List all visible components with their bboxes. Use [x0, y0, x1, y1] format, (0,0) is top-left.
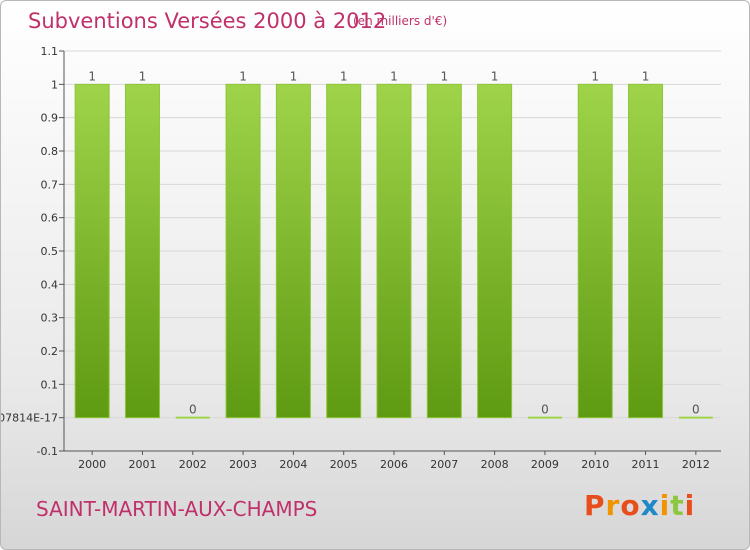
data-label: 1: [290, 69, 298, 83]
data-label: 1: [340, 69, 348, 83]
logo-letter: P: [584, 489, 606, 522]
x-tick-label: 2004: [279, 458, 307, 471]
bar: [326, 83, 362, 419]
data-label: 1: [88, 69, 96, 83]
y-tick-label: 0.3: [41, 312, 59, 325]
data-label: 1: [440, 69, 448, 83]
data-label: 1: [642, 69, 650, 83]
data-labels: 1 1 0 1 1 1 1 1 1 0 1 1 0: [88, 69, 699, 416]
bar: [426, 83, 462, 419]
x-tick-label: 2007: [430, 458, 458, 471]
y-tick-label: 0.2: [41, 345, 59, 358]
logo-letter: t: [670, 489, 685, 522]
y-tick-label: 0.7: [41, 178, 59, 191]
data-label: 0: [692, 403, 700, 417]
bar: [275, 83, 311, 419]
x-tick-label: 2003: [229, 458, 257, 471]
data-label: 1: [491, 69, 499, 83]
x-tick-label: 2005: [330, 458, 358, 471]
y-tick-label: 2.7755575615628907814E-17: [1, 412, 58, 425]
y-tick-label: 0.6: [41, 212, 59, 225]
x-tick-label: 2011: [632, 458, 660, 471]
x-tick-label: 2010: [581, 458, 609, 471]
commune-name: SAINT-MARTIN-AUX-CHAMPS: [36, 497, 318, 521]
y-tick-label: 1.1: [41, 45, 59, 58]
chart-title: Subventions Versées 2000 à 2012: [28, 9, 387, 33]
y-tick-label: 0.1: [41, 378, 59, 391]
x-tick-labels: 2000 2001 2002 2003 2004 2005 2006 2007 2008 2009…: [78, 458, 710, 471]
data-label: 0: [189, 403, 197, 417]
x-tick-label: 2002: [179, 458, 207, 471]
data-label: 1: [139, 69, 147, 83]
x-tick-label: 2009: [531, 458, 559, 471]
bar: [376, 83, 412, 419]
proxiti-logo: Proxiti: [584, 489, 695, 522]
bar: [477, 83, 513, 419]
x-tick-label: 2006: [380, 458, 408, 471]
y-tick-label: 1: [51, 78, 58, 91]
x-tick-label: 2001: [128, 458, 156, 471]
y-tick-label: 0.5: [41, 245, 59, 258]
bar: [124, 83, 160, 419]
y-tick-labels: -0.1 2.7755575615628907814E-17 0.1 0.2 0.3 0.…: [1, 45, 58, 458]
logo-letter: i: [684, 489, 696, 522]
bar: [628, 83, 664, 419]
bar: [577, 83, 613, 419]
data-label: 1: [239, 69, 247, 83]
y-tick-label: 0.8: [41, 145, 59, 158]
bars: [74, 83, 713, 419]
logo-letter: i: [659, 489, 671, 522]
logo-letter: x: [640, 489, 660, 522]
y-tick-label: -0.1: [37, 445, 58, 458]
data-label: 0: [541, 403, 549, 417]
bar: [74, 83, 110, 419]
y-tick-label: 0.4: [41, 278, 59, 291]
data-label: 1: [591, 69, 599, 83]
axes: [59, 50, 721, 455]
x-tick-label: 2008: [481, 458, 509, 471]
logo-letter: r: [605, 489, 621, 522]
logo-letter: o: [620, 489, 641, 522]
chart-subtitle: (en milliers d'€): [353, 14, 448, 28]
x-tick-label: 2012: [682, 458, 710, 471]
x-tick-label: 2000: [78, 458, 106, 471]
data-label: 1: [390, 69, 398, 83]
y-tick-label: 0.9: [41, 112, 59, 125]
bar: [225, 83, 261, 419]
